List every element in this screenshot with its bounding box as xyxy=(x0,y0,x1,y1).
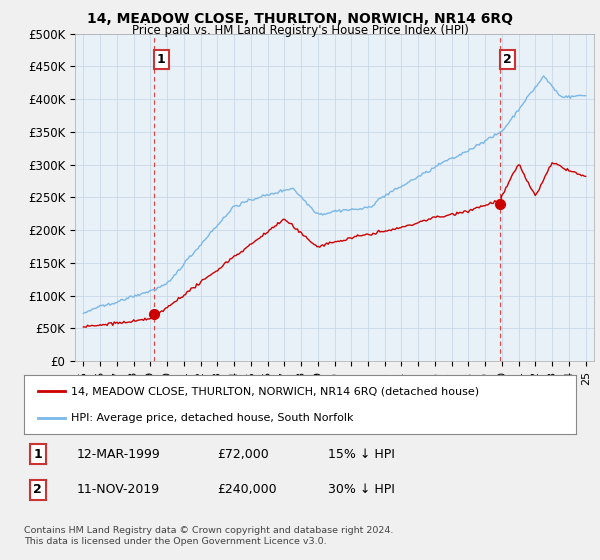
Text: 12-MAR-1999: 12-MAR-1999 xyxy=(76,447,160,461)
Text: Price paid vs. HM Land Registry's House Price Index (HPI): Price paid vs. HM Land Registry's House … xyxy=(131,24,469,37)
Text: £72,000: £72,000 xyxy=(217,447,269,461)
Text: 30% ↓ HPI: 30% ↓ HPI xyxy=(328,483,394,497)
Text: 2: 2 xyxy=(503,53,512,66)
Text: 14, MEADOW CLOSE, THURLTON, NORWICH, NR14 6RQ: 14, MEADOW CLOSE, THURLTON, NORWICH, NR1… xyxy=(87,12,513,26)
Text: 1: 1 xyxy=(34,447,42,461)
Text: Contains HM Land Registry data © Crown copyright and database right 2024.
This d: Contains HM Land Registry data © Crown c… xyxy=(24,526,394,545)
Text: 15% ↓ HPI: 15% ↓ HPI xyxy=(328,447,394,461)
Text: HPI: Average price, detached house, South Norfolk: HPI: Average price, detached house, Sout… xyxy=(71,413,353,423)
Text: 2: 2 xyxy=(34,483,42,497)
Text: 11-NOV-2019: 11-NOV-2019 xyxy=(76,483,160,497)
Text: 1: 1 xyxy=(157,53,166,66)
Text: £240,000: £240,000 xyxy=(217,483,277,497)
Text: 14, MEADOW CLOSE, THURLTON, NORWICH, NR14 6RQ (detached house): 14, MEADOW CLOSE, THURLTON, NORWICH, NR1… xyxy=(71,386,479,396)
